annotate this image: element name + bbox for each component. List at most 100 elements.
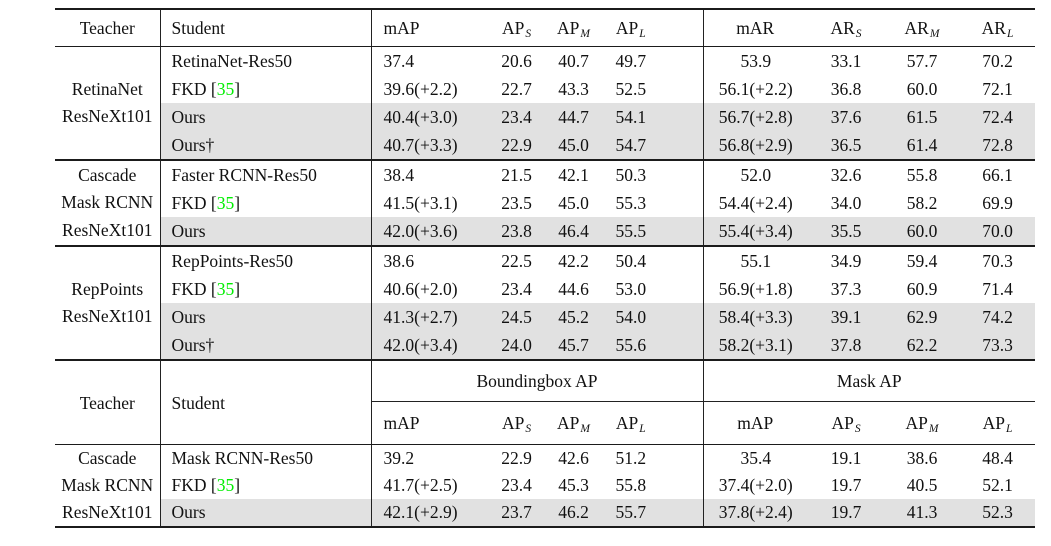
teacher-cell: RepPoints ResNeXt101 — [55, 245, 161, 360]
value-cell: 42.6 — [558, 448, 589, 469]
teacher-header: Teacher — [55, 8, 161, 47]
value-cell: 35.5 — [808, 217, 884, 246]
value-cell: 38.6 — [906, 448, 938, 469]
value-cell: 45.0 — [545, 131, 602, 160]
teacher-cell: Cascade Mask RCNN ResNeXt101 — [55, 159, 161, 246]
citation-link[interactable]: 35 — [216, 79, 235, 99]
value-cell: 56.8(+2.9) — [703, 131, 808, 160]
col-label: AP — [501, 413, 525, 433]
student-cell: RetinaNet-Res50 — [160, 46, 372, 75]
value-cell: 60.0 — [884, 217, 960, 246]
cite-bracket: ] — [234, 193, 241, 213]
value-cell: 46.4 — [545, 217, 602, 246]
value-cell: 22.7 — [501, 79, 532, 99]
value-cell: 36.8 — [830, 79, 862, 99]
col-header-mask-apl: APL — [960, 401, 1035, 445]
value-cell: 23.4 — [501, 475, 532, 496]
value-cell: 52.5 — [602, 75, 704, 103]
value-cell: 37.8(+2.4) — [703, 499, 808, 529]
value-cell: 55.1 — [703, 245, 808, 275]
citation-link[interactable]: 35 — [216, 475, 235, 496]
col-header-apl: APL — [602, 401, 704, 445]
table-row-highlighted: Ours† 42.0(+3.4) 24.0 45.7 55.6 58.2(+3.… — [55, 331, 1035, 360]
value-cell: 24.5 — [488, 303, 545, 331]
teacher-cell: RetinaNet ResNeXt101 — [55, 46, 161, 160]
value-cell: 50.3 — [602, 159, 704, 189]
col-header-mask-apm: APM — [884, 401, 960, 445]
value-cell: 52.0 — [703, 159, 808, 189]
value-cell: 37.3 — [830, 279, 862, 299]
value-cell: 53.9 — [740, 51, 772, 71]
teacher-line: ResNeXt101 — [62, 219, 153, 240]
student-header: Student — [160, 8, 372, 47]
table-row: Cascade Mask RCNN ResNeXt101 Mask RCNN-R… — [55, 444, 1035, 529]
citation-link[interactable]: 35 — [216, 279, 235, 299]
value-cell: 24.0 — [488, 331, 545, 360]
col-subscript: L — [639, 28, 646, 40]
cite-bracket: [ — [210, 79, 217, 99]
value-cell: 41.3 — [884, 499, 960, 529]
table-row: Cascade Mask RCNN ResNeXt101 Faster RCNN… — [55, 159, 1035, 246]
col-subscript: M — [580, 423, 590, 435]
teacher-line: ResNeXt101 — [62, 106, 153, 126]
value-cell: 39.2 — [383, 448, 415, 469]
student-label: FKD — [171, 79, 211, 99]
col-label: mAP — [383, 18, 420, 38]
value-cell: 40.7(+3.3) — [371, 131, 488, 160]
col-subscript: M — [928, 423, 939, 435]
value-cell: 37.8 — [808, 331, 884, 360]
student-cell: Mask RCNN-Res50 — [160, 444, 372, 473]
student-label: FKD — [171, 475, 211, 496]
table-row: FKD [35] 39.6(+2.2) 22.7 43.3 52.5 56.1(… — [55, 75, 1035, 103]
student-cell: FKD [35] — [160, 275, 372, 303]
value-cell: 70.2 — [982, 51, 1013, 71]
col-label: mAP — [383, 413, 420, 433]
table-row-highlighted: Ours 41.3(+2.7) 24.5 45.2 54.0 58.4(+3.3… — [55, 303, 1035, 331]
value-cell: 42.2 — [545, 245, 602, 275]
student-cell: Ours† — [160, 131, 372, 160]
student-cell: Faster RCNN-Res50 — [160, 159, 372, 189]
student-cell: FKD [35] — [160, 189, 372, 217]
col-header-arm: ARM — [884, 8, 960, 47]
col-header-mask-aps: APS — [808, 401, 884, 445]
value-cell: 54.7 — [602, 131, 704, 160]
value-cell: 70.3 — [960, 245, 1035, 275]
value-cell: 42.1(+2.9) — [371, 499, 488, 529]
value-cell: 23.4 — [501, 279, 532, 299]
value-cell: 44.7 — [545, 103, 602, 131]
value-cell: 40.4(+3.0) — [371, 103, 488, 131]
table-row-highlighted: Ours 42.0(+3.6) 23.8 46.4 55.5 55.4(+3.4… — [55, 217, 1035, 246]
col-subscript: S — [525, 423, 532, 435]
student-cell: FKD [35] — [160, 472, 372, 500]
value-cell: 72.8 — [960, 131, 1035, 160]
value-cell: 19.7 — [808, 499, 884, 529]
value-cell: 60.0 — [906, 79, 938, 99]
value-cell: 33.1 — [830, 51, 862, 71]
citation-link[interactable]: 35 — [216, 193, 235, 213]
value-cell: 39.6(+2.2) — [383, 79, 458, 99]
student-label: FKD — [171, 193, 211, 213]
value-cell: 61.4 — [884, 131, 960, 160]
table-row-highlighted: Ours 40.4(+3.0) 23.4 44.7 54.1 56.7(+2.8… — [55, 103, 1035, 131]
value-cell: 23.4 — [488, 103, 545, 131]
col-subscript: L — [1005, 423, 1013, 435]
value-cell: 54.0 — [602, 303, 704, 331]
col-label: AR — [904, 18, 929, 38]
value-cell: 72.4 — [960, 103, 1035, 131]
value-cell: 23.7 — [488, 499, 545, 529]
col-header-aps: APS — [488, 401, 545, 445]
value-cell: 20.6 — [501, 51, 532, 71]
teacher-header: Teacher — [55, 359, 161, 445]
col-header-ars: ARS — [808, 8, 884, 47]
value-cell: 39.1 — [808, 303, 884, 331]
value-cell: 50.4 — [602, 245, 704, 275]
col-label: AP — [905, 413, 928, 433]
value-cell: 56.9(+1.8) — [718, 279, 793, 299]
value-cell: 55.8 — [602, 472, 704, 500]
student-label: FKD — [171, 279, 211, 299]
header-row-detection: Teacher Student mAP APS APM APL mAR ARS … — [55, 8, 1035, 47]
value-cell: 37.4 — [383, 51, 415, 71]
teacher-line: RetinaNet — [71, 78, 143, 99]
value-cell: 58.2(+3.1) — [703, 331, 808, 360]
